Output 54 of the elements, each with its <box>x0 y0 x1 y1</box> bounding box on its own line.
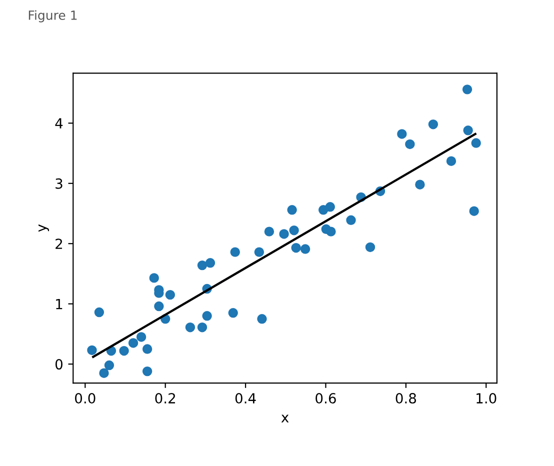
point <box>264 226 274 236</box>
y-tick-label: 2 <box>56 238 62 249</box>
point <box>428 119 438 130</box>
point <box>462 84 472 94</box>
point <box>165 290 176 300</box>
point <box>99 368 109 378</box>
point <box>202 311 212 321</box>
point <box>446 156 456 166</box>
y-tick-label: 1 <box>56 299 62 310</box>
point <box>257 314 267 324</box>
point <box>469 206 479 216</box>
point <box>149 273 159 283</box>
point <box>119 346 129 356</box>
point <box>365 242 376 252</box>
point <box>142 344 152 354</box>
point <box>136 332 146 342</box>
caption: Figure 1 <box>28 10 77 22</box>
point <box>205 258 216 268</box>
x-tick-label: 0.2 <box>155 393 175 404</box>
point <box>471 138 481 148</box>
point <box>87 345 97 356</box>
point <box>326 226 336 236</box>
x-tick-label: 0.8 <box>396 393 416 404</box>
point <box>325 202 335 212</box>
x-tick-label: 0.0 <box>75 393 96 404</box>
point <box>463 126 473 136</box>
y-tick-label: 4 <box>55 118 63 128</box>
point <box>197 322 208 332</box>
point <box>397 129 407 139</box>
point <box>291 242 301 253</box>
point <box>415 180 425 190</box>
point <box>279 229 289 239</box>
point <box>300 244 310 254</box>
point <box>104 360 114 370</box>
point <box>128 338 138 348</box>
point <box>185 322 196 332</box>
point <box>142 366 152 376</box>
point <box>346 215 356 225</box>
point <box>154 301 164 312</box>
point <box>197 260 208 270</box>
y-tick-label: 0 <box>55 359 62 370</box>
y-tick-label: 3 <box>56 178 62 189</box>
x-axis-title: x <box>281 414 289 422</box>
x-tick-label: 0.6 <box>316 393 336 404</box>
point <box>230 247 240 257</box>
point <box>94 307 104 318</box>
point <box>228 308 238 318</box>
point <box>405 139 415 150</box>
y-axis-title: y <box>38 224 50 232</box>
x-tick-label: 0.4 <box>235 393 256 404</box>
point <box>289 226 299 236</box>
point <box>287 205 297 215</box>
point <box>254 247 264 257</box>
x-tick-label: 1.0 <box>476 393 496 404</box>
